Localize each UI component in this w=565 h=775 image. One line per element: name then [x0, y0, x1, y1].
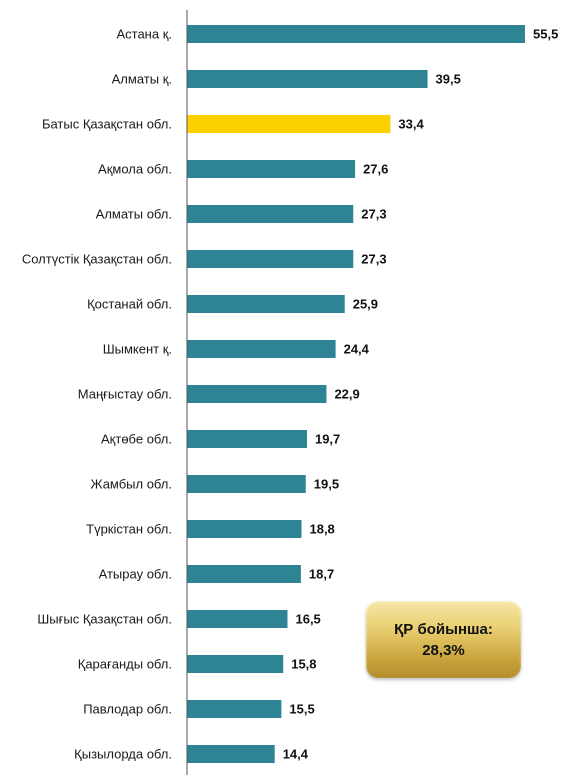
value-label: 15,5: [289, 702, 314, 717]
category-label: Ақтөбе обл.: [101, 432, 172, 447]
bars-group: [187, 25, 525, 763]
category-label: Павлодар обл.: [83, 702, 172, 717]
callout-value: 28,3%: [422, 641, 465, 659]
category-label: Қызылорда обл.: [74, 747, 172, 762]
value-label: 15,8: [291, 657, 316, 672]
category-label: Маңғыстау обл.: [78, 387, 172, 402]
value-label: 55,5: [533, 27, 558, 42]
category-label: Алматы обл.: [96, 207, 172, 222]
value-label: 19,5: [314, 477, 339, 492]
value-label: 39,5: [436, 72, 461, 87]
value-label: 19,7: [315, 432, 340, 447]
value-label: 16,5: [295, 612, 320, 627]
category-label: Түркістан обл.: [86, 522, 172, 537]
bar: [187, 70, 428, 88]
category-label: Шығыс Қазақстан обл.: [37, 612, 172, 627]
bar: [187, 205, 354, 223]
value-labels: 55,5 39,5 33,4 27,6 27,3 27,3 25,9 24,4 22,9 19,7…: [283, 27, 559, 762]
value-label: 14,4: [283, 747, 309, 762]
bar: [187, 160, 356, 178]
bar: [187, 430, 307, 448]
category-label: Қостанай обл.: [87, 297, 172, 312]
value-label: 27,6: [363, 162, 388, 177]
category-label: Ақмола обл.: [98, 162, 172, 177]
bar: [187, 610, 288, 628]
category-label: Астана қ.: [116, 27, 172, 42]
value-label: 27,3: [361, 207, 386, 222]
value-label: 22,9: [334, 387, 359, 402]
category-label: Қарағанды обл.: [78, 657, 172, 672]
bar: [187, 115, 391, 133]
bar: [187, 295, 345, 313]
bar: [187, 25, 525, 43]
category-labels: Астана қ. Алматы қ. Батыс Қазақстан обл. Ақ…: [22, 27, 172, 762]
bar: [187, 385, 327, 403]
bar: [187, 700, 282, 718]
category-label: Шымкент қ.: [103, 342, 172, 357]
category-label: Жамбыл обл.: [91, 477, 172, 492]
value-label: 18,7: [309, 567, 334, 582]
bar: [187, 340, 336, 358]
value-label: 18,8: [309, 522, 334, 537]
callout-title: ҚР бойынша:: [394, 620, 493, 638]
category-label: Солтүстік Қазақстан обл.: [22, 252, 172, 267]
category-label: Батыс Қазақстан обл.: [42, 117, 172, 132]
value-label: 24,4: [344, 342, 370, 357]
bar: [187, 250, 354, 268]
category-label: Атырау обл.: [99, 567, 172, 582]
bar: [187, 655, 284, 673]
bar: [187, 475, 306, 493]
category-label: Алматы қ.: [112, 72, 172, 87]
value-label: 25,9: [353, 297, 378, 312]
bar: [187, 745, 275, 763]
bar: [187, 565, 301, 583]
bar: [187, 520, 302, 538]
value-label: 27,3: [361, 252, 386, 267]
value-label: 33,4: [398, 117, 424, 132]
total-callout: ҚР бойынша: 28,3%: [366, 601, 521, 678]
